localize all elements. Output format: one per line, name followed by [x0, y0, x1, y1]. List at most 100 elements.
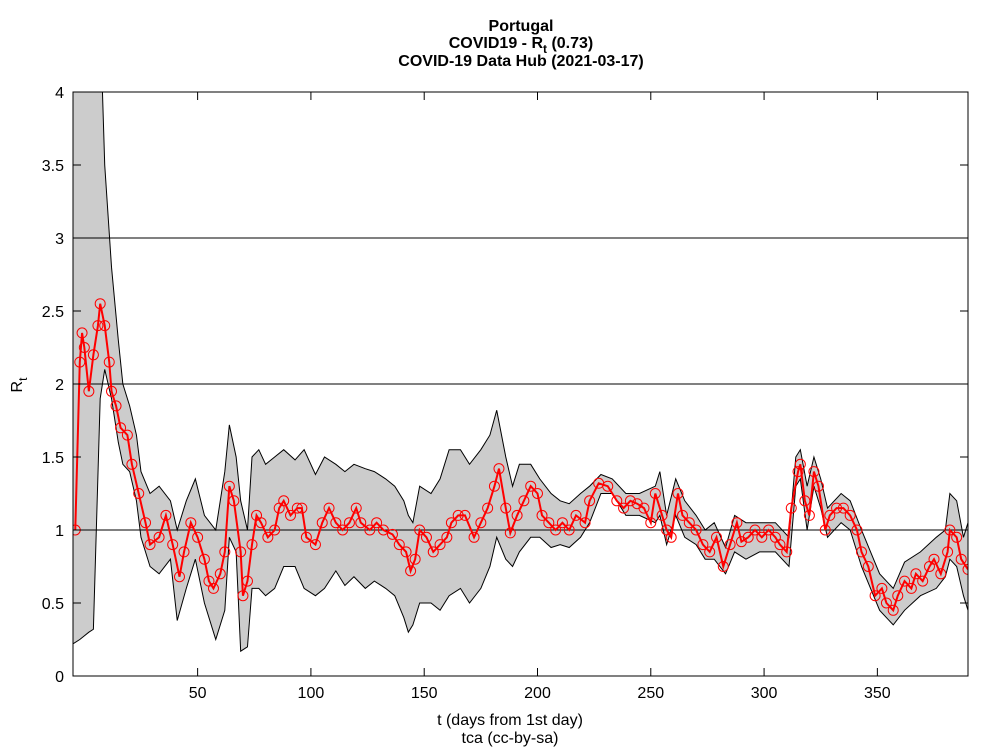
- rt-point: [570, 509, 582, 521]
- rt-point: [717, 561, 729, 572]
- rt-point: [550, 524, 562, 536]
- rt-point: [414, 524, 426, 536]
- rt-point: [92, 320, 104, 332]
- y-label-sub: t: [16, 377, 30, 381]
- rt-point: [94, 298, 106, 310]
- chart-title: Portugal: [489, 18, 554, 35]
- rt-point: [803, 509, 815, 521]
- rt-point: [493, 463, 505, 475]
- rt-point: [115, 422, 127, 434]
- rt-point: [207, 582, 219, 594]
- rt-point: [749, 524, 761, 536]
- rt-point: [185, 517, 197, 529]
- rt-point: [710, 531, 722, 543]
- rt-point: [880, 597, 892, 609]
- y-tick-label: 3.5: [42, 158, 64, 175]
- rt-point: [350, 502, 362, 514]
- y-tick-label: 0.5: [42, 596, 64, 613]
- rt-point: [420, 531, 432, 543]
- rt-point: [343, 517, 355, 529]
- rt-point: [475, 517, 487, 529]
- rt-point: [910, 568, 922, 580]
- rt-point: [192, 531, 204, 543]
- rt-point: [110, 400, 122, 412]
- rt-point: [371, 517, 383, 529]
- rt-point: [584, 495, 596, 507]
- y-tick-label: 1.5: [42, 450, 64, 467]
- x-tick-label: 150: [411, 685, 438, 702]
- x-tick-label: 250: [637, 685, 664, 702]
- rt-point: [899, 575, 911, 587]
- rt-point: [851, 524, 863, 536]
- rt-point: [624, 495, 636, 507]
- rt-point: [405, 565, 417, 577]
- rt-point: [255, 517, 267, 529]
- rt-point: [531, 488, 543, 499]
- rt-point: [862, 561, 874, 572]
- subtitle-text: COVID19 - R: [449, 35, 544, 52]
- rt-point: [223, 480, 235, 492]
- rt-point: [269, 524, 281, 536]
- rt-point: [504, 527, 516, 539]
- rt-point: [364, 524, 376, 536]
- rt-point: [237, 590, 249, 602]
- rt-point: [824, 509, 836, 521]
- rt-point: [246, 539, 258, 551]
- rt-point: [296, 502, 308, 514]
- rt-point: [76, 327, 88, 339]
- rt-point: [198, 553, 210, 565]
- rt-point: [278, 495, 290, 507]
- rt-line: [74, 303, 968, 613]
- rt-point: [808, 466, 820, 478]
- plot-area: [73, 92, 968, 653]
- rt-point: [285, 509, 297, 521]
- rt-point: [887, 604, 899, 616]
- rt-point: [781, 546, 793, 558]
- band-upper-line: [101, 92, 968, 590]
- rt-point: [78, 342, 90, 353]
- rt-point: [917, 575, 929, 587]
- rt-point: [697, 539, 709, 551]
- rt-point: [638, 502, 650, 514]
- rt-point: [140, 517, 152, 529]
- rt-point: [355, 517, 367, 529]
- rt-point: [441, 531, 453, 543]
- rt-point: [434, 539, 446, 551]
- rt-point: [649, 488, 661, 499]
- rt-point: [536, 509, 548, 521]
- rt-point: [178, 546, 190, 558]
- rt-point: [511, 509, 523, 521]
- confidence-band: [73, 92, 968, 652]
- rt-point: [121, 429, 133, 441]
- y-axis-label: Rt: [9, 377, 30, 393]
- rt-point: [300, 531, 312, 543]
- rt-point: [556, 517, 568, 529]
- rt-point: [316, 517, 328, 529]
- rt-point: [944, 524, 956, 536]
- rt-point: [799, 495, 811, 507]
- rt-point: [837, 502, 849, 514]
- rt-point: [393, 539, 405, 551]
- y-tick-label: 4: [55, 85, 64, 102]
- rt-point: [672, 488, 684, 499]
- rt-point: [794, 458, 806, 470]
- rt-point: [518, 495, 530, 507]
- rt-point: [677, 509, 689, 521]
- rt-point: [427, 546, 439, 558]
- rt-point: [665, 531, 677, 543]
- rt-point: [133, 488, 145, 499]
- rt-point: [942, 546, 954, 558]
- rt-point: [763, 524, 775, 536]
- rt-point: [831, 502, 843, 514]
- rt-point: [445, 517, 457, 529]
- rt-point: [645, 517, 657, 529]
- x-tick-label: 50: [189, 685, 207, 702]
- rt-point: [228, 495, 240, 507]
- rt-point: [844, 509, 856, 521]
- rt-point: [99, 320, 111, 332]
- y-tick-label: 2: [55, 377, 64, 394]
- chart-subtitle-2: COVID-19 Data Hub (2021-03-17): [398, 53, 643, 70]
- rt-point: [459, 509, 471, 521]
- rt-point: [144, 539, 156, 551]
